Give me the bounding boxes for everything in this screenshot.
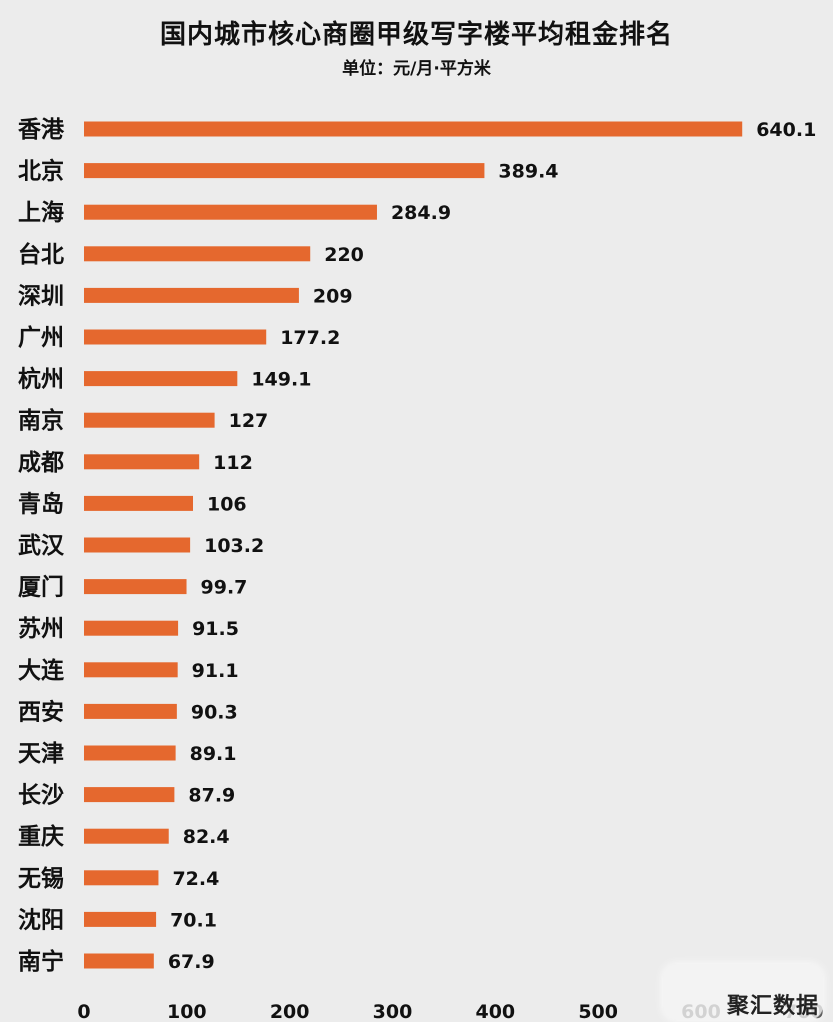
x-tick-label: 0 — [77, 1001, 90, 1022]
value-label: 103.2 — [204, 535, 264, 557]
category-label: 南京 — [18, 407, 64, 434]
category-label: 上海 — [18, 199, 64, 226]
value-label: 67.9 — [168, 951, 215, 973]
value-label: 177.2 — [280, 327, 340, 349]
value-label: 90.3 — [191, 701, 238, 723]
category-label: 成都 — [18, 450, 64, 476]
bar-13 — [84, 662, 178, 678]
value-label: 82.4 — [183, 826, 230, 848]
bar-11 — [84, 579, 187, 595]
x-tick-label: 400 — [475, 1001, 515, 1022]
category-label: 武汉 — [18, 533, 65, 559]
watermark-box — [663, 964, 823, 1020]
value-label: 91.1 — [192, 660, 239, 682]
bar-3 — [84, 246, 311, 262]
category-label: 苏州 — [18, 616, 64, 642]
category-label: 台北 — [18, 241, 64, 268]
bar-10 — [84, 537, 191, 553]
bar-2 — [84, 204, 377, 220]
category-label: 重庆 — [18, 823, 64, 850]
x-tick-label: 300 — [373, 1001, 413, 1022]
value-label: 89.1 — [190, 743, 237, 765]
bars-layer — [84, 121, 743, 969]
bar-8 — [84, 454, 200, 470]
x-tick-label: 500 — [578, 1001, 618, 1022]
value-label: 91.5 — [192, 618, 239, 640]
bar-15 — [84, 745, 176, 761]
value-label: 112 — [213, 452, 253, 474]
value-label: 284.9 — [391, 202, 451, 224]
category-label: 北京 — [18, 158, 64, 185]
category-label: 沈阳 — [18, 907, 64, 933]
category-label: 香港 — [18, 117, 65, 143]
bar-18 — [84, 870, 159, 886]
category-label: 南宁 — [18, 948, 64, 975]
bar-5 — [84, 329, 267, 345]
bar-19 — [84, 911, 157, 927]
chart-title: 国内城市核心商圈甲级写字楼平均租金排名 — [159, 20, 673, 50]
value-label: 70.1 — [170, 909, 217, 931]
bar-12 — [84, 620, 179, 636]
category-label: 西安 — [18, 698, 64, 725]
category-label: 厦门 — [18, 574, 64, 601]
chart-subtitle: 单位：元/月·平方米 — [342, 59, 491, 79]
bar-0 — [84, 121, 743, 137]
value-labels: 640.1 389.4 284.9 220 209 177.2 149.1 127 112 106… — [168, 119, 817, 973]
category-label: 广州 — [18, 324, 64, 351]
bar-16 — [84, 787, 175, 803]
bar-20 — [84, 953, 154, 969]
category-label: 青岛 — [18, 490, 64, 517]
watermark-text: 聚汇数据 — [726, 994, 819, 1019]
value-label: 640.1 — [756, 119, 816, 141]
bar-9 — [84, 495, 193, 511]
x-tick-label: 100 — [167, 1001, 207, 1022]
category-labels: 香港北京上海台北深圳广州杭州南京成都青岛武汉厦门苏州大连西安天津长沙重庆无锡沈阳… — [18, 117, 65, 975]
category-label: 大连 — [18, 657, 65, 684]
bar-17 — [84, 828, 169, 844]
value-label: 99.7 — [201, 577, 248, 599]
category-label: 杭州 — [18, 366, 64, 393]
bar-4 — [84, 287, 299, 303]
category-label: 长沙 — [18, 783, 64, 809]
value-label: 149.1 — [251, 369, 311, 391]
value-label: 106 — [207, 493, 247, 515]
value-label: 127 — [229, 410, 269, 432]
value-label: 389.4 — [498, 161, 558, 183]
value-label: 72.4 — [172, 868, 219, 890]
bar-7 — [84, 412, 215, 428]
bar-14 — [84, 703, 177, 719]
category-label: 深圳 — [18, 283, 64, 309]
value-label: 209 — [313, 285, 353, 307]
category-label: 无锡 — [18, 866, 64, 892]
bar-1 — [84, 163, 485, 179]
value-label: 87.9 — [188, 785, 235, 807]
x-tick-label: 200 — [270, 1001, 310, 1022]
value-label: 220 — [324, 244, 364, 266]
bar-6 — [84, 371, 238, 387]
category-label: 天津 — [18, 740, 64, 767]
